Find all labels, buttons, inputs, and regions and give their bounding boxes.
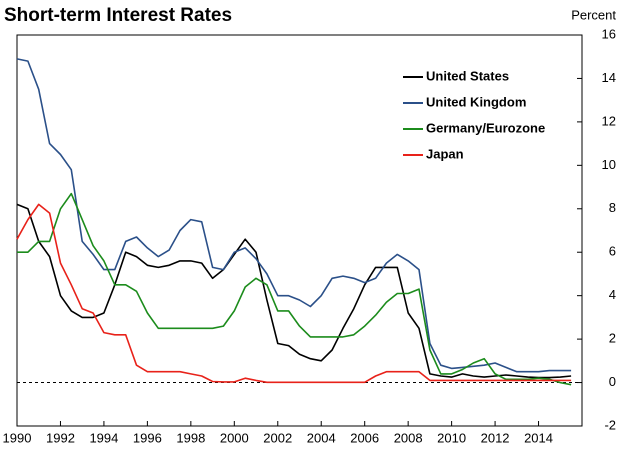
x-tick-label: 1996 [133,430,162,445]
x-tick-label: 2006 [350,430,379,445]
legend-label: United Kingdom [426,94,526,109]
y-tick-label: -2 [604,417,616,432]
y-tick-label: 2 [609,331,616,346]
y-tick-label: 10 [602,157,616,172]
x-tick-label: 2008 [394,430,423,445]
y-tick-label: 16 [602,26,616,41]
x-tick-label: 2010 [437,430,466,445]
y-tick-label: 0 [609,374,616,389]
y-tick-label: 4 [609,287,616,302]
series-line [16,203,572,384]
y-axis-label: Percent [571,7,616,22]
x-tick-label: 1992 [46,430,75,445]
x-tick-label: 2000 [220,430,249,445]
y-tick-label: 14 [602,70,616,85]
series-line [16,203,572,379]
x-tick-label: 2002 [263,430,292,445]
x-tick-label: 1994 [89,430,118,445]
y-tick-label: 8 [609,200,616,215]
series-line [16,58,572,373]
x-tick-label: 1998 [176,430,205,445]
y-tick-label: 6 [609,244,616,259]
x-tick-label: 2014 [524,430,553,445]
legend-label: Germany/Eurozone [426,120,545,135]
legend-label: Japan [426,146,464,161]
chart-title: Short-term Interest Rates [4,5,232,26]
x-tick-label: 2004 [307,430,336,445]
plot-frame [16,34,583,427]
x-tick-label: 1990 [3,430,32,445]
series-line [17,192,572,386]
legend-label: United States [426,68,509,83]
y-tick-label: 12 [602,113,616,128]
x-tick-label: 2012 [481,430,510,445]
